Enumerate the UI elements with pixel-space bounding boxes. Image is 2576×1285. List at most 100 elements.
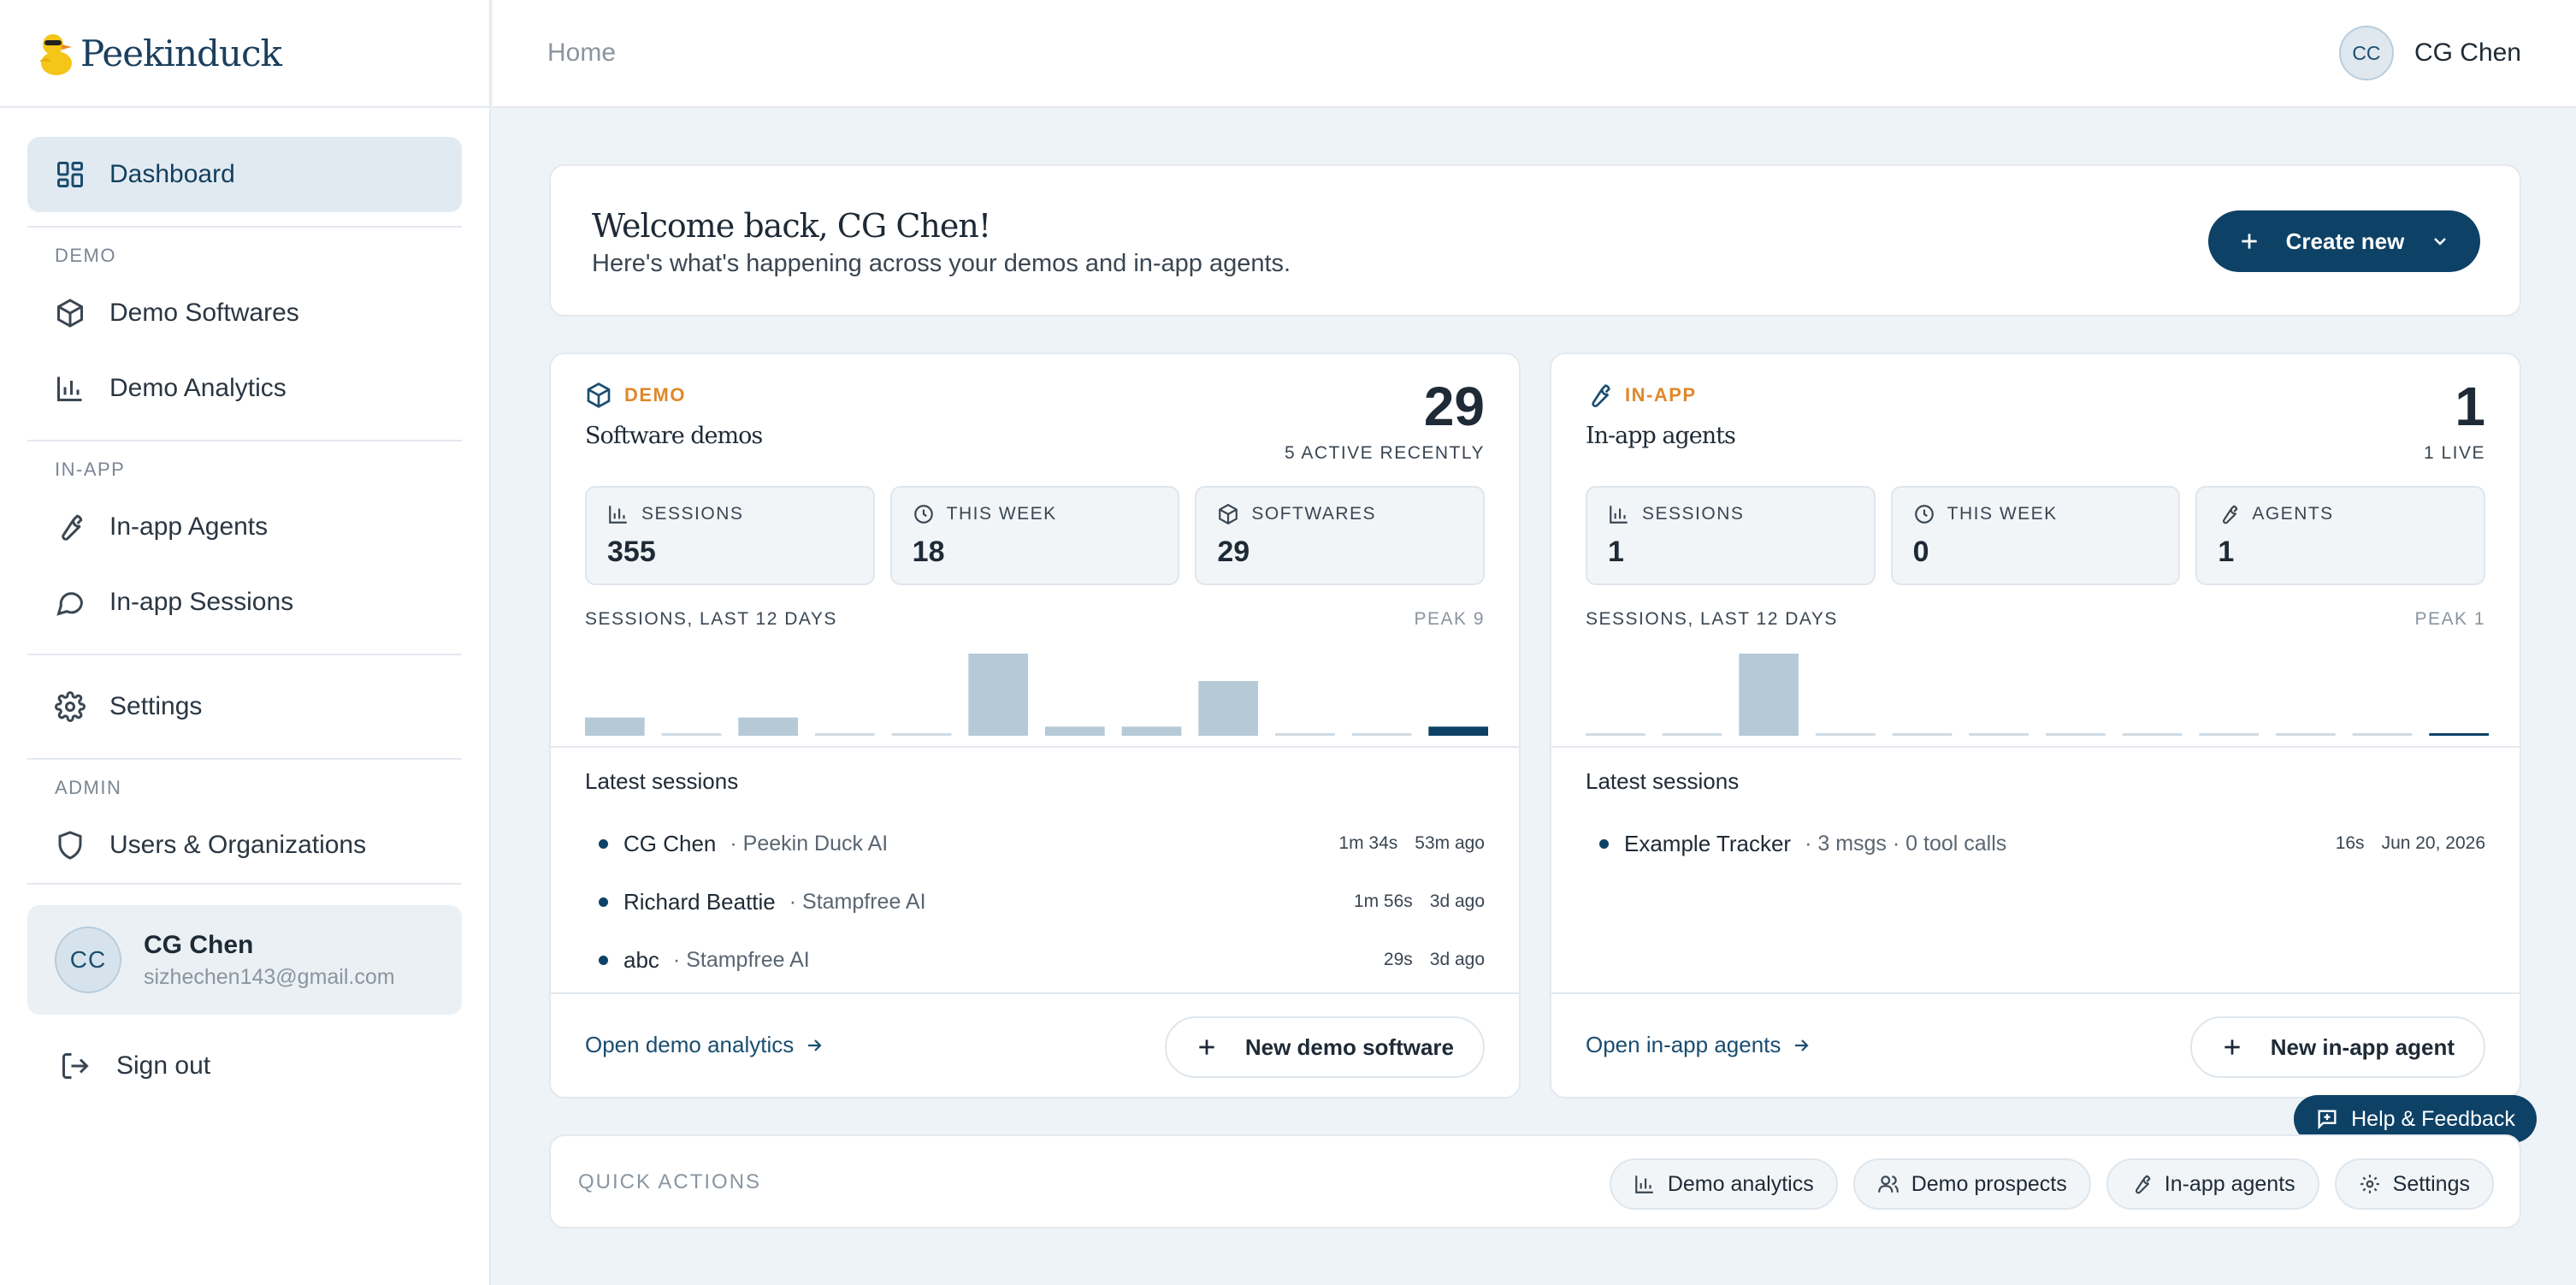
panel-count-subtitle: 5 ACTIVE RECENTLY	[1284, 443, 1485, 463]
demo-panel: DEMO Software demos 29 5 ACTIVE RECENTLY…	[549, 352, 1521, 1098]
open-demo-analytics-link[interactable]: Open demo analytics	[585, 1032, 824, 1058]
open-inapp-agents-link[interactable]: Open in-app agents	[1586, 1032, 1811, 1058]
plus-icon	[1199, 1039, 1214, 1055]
latest-sessions-title: Latest sessions	[1586, 768, 1740, 794]
feedback-icon	[2318, 1110, 2337, 1130]
sidebar-item-label: Settings	[109, 692, 203, 720]
sparkline-bar	[1428, 726, 1488, 736]
quick-action-inapp-agents[interactable]: In-app agents	[2106, 1158, 2319, 1210]
sidebar-item-label: Users & Organizations	[109, 831, 367, 859]
sparkline-bar	[2352, 733, 2413, 736]
section-label-demo: DEMO	[55, 245, 116, 266]
quick-action-label: Demo analytics	[1667, 1171, 1814, 1196]
wrench-icon	[2135, 1175, 2151, 1194]
sparkline-bar	[968, 654, 1028, 736]
sparkline-bar	[1121, 726, 1182, 736]
session-when: 53m ago	[1415, 833, 1485, 853]
sparkline-bar	[1045, 726, 1105, 736]
avatar: CC	[2338, 26, 2394, 80]
sparkline-bar	[1816, 733, 1876, 736]
sidebar-item-settings[interactable]: Settings	[27, 669, 462, 744]
bar-chart-icon	[609, 506, 627, 524]
link-label: Open demo analytics	[585, 1032, 795, 1057]
quick-action-demo-prospects[interactable]: Demo prospects	[1852, 1158, 2091, 1210]
quick-action-demo-analytics[interactable]: Demo analytics	[1609, 1158, 1838, 1210]
quick-action-label: In-app agents	[2164, 1171, 2295, 1196]
stat-label: AGENTS	[2252, 504, 2334, 524]
new-demo-software-button[interactable]: New demo software	[1164, 1016, 1485, 1078]
create-new-label: Create new	[2285, 228, 2405, 254]
sidebar-item-inapp-sessions[interactable]: In-app Sessions	[27, 565, 462, 640]
sidebar-item-users-organizations[interactable]: Users & Organizations	[27, 808, 462, 883]
sparkline-bar	[1275, 733, 1335, 736]
sign-out-label: Sign out	[116, 1051, 211, 1080]
sparkline-header: SESSIONS, LAST 12 DAYS PEAK 9	[585, 609, 1485, 630]
session-row[interactable]: Richard Beattie · Stampfree AI 1m 56s 3d…	[599, 873, 1485, 931]
session-dot	[599, 955, 608, 965]
sidebar-item-inapp-agents[interactable]: In-app Agents	[27, 489, 462, 565]
sidebar-item-demo-analytics[interactable]: Demo Analytics	[27, 351, 462, 426]
sparkline-bar	[2046, 733, 2106, 736]
stat-value: 18	[912, 536, 945, 568]
gear-icon	[55, 691, 86, 722]
create-new-button[interactable]: Create new	[2208, 210, 2480, 272]
breadcrumb[interactable]: Home	[547, 38, 617, 67]
section-label-inapp: IN-APP	[55, 459, 126, 480]
sparkline-peak: PEAK 9	[1414, 609, 1485, 629]
quick-actions-label: QUICK ACTIONS	[578, 1170, 762, 1193]
sidebar-item-label: Demo Softwares	[109, 299, 299, 327]
session-row[interactable]: CG Chen · Peekin Duck AI 1m 34s 53m ago	[599, 814, 1485, 873]
new-inapp-agent-button[interactable]: New in-app agent	[2189, 1016, 2485, 1078]
sparkline-bar	[1351, 733, 1412, 736]
session-row[interactable]: abc · Stampfree AI 29s 3d ago	[599, 931, 1485, 989]
wrench-icon	[1592, 384, 1610, 408]
stat-label: SOFTWARES	[1251, 504, 1377, 524]
session-when: Jun 20, 2026	[2381, 833, 2485, 853]
welcome-subtitle: Here's what's happening across your demo…	[592, 250, 1291, 277]
divider	[27, 883, 462, 885]
quick-action-settings[interactable]: Settings	[2334, 1158, 2494, 1210]
help-feedback-label: Help & Feedback	[2351, 1106, 2515, 1131]
sparkline-bar	[2429, 733, 2489, 736]
stat-value: 355	[607, 536, 656, 568]
sparkline-bar	[815, 733, 875, 736]
sign-out-button[interactable]: Sign out	[27, 1028, 462, 1104]
sidebar-item-label: In-app Sessions	[109, 588, 294, 616]
panel-tag-label: IN-APP	[1625, 384, 1697, 406]
bar-chart-icon	[57, 376, 82, 401]
sparkline-bar	[661, 733, 722, 736]
session-org: · 3 msgs · 0 tool calls	[1805, 831, 2007, 856]
quick-actions-card: QUICK ACTIONS Demo analytics Demo prospe…	[549, 1134, 2521, 1229]
divider	[27, 758, 462, 760]
panel-footer: Open demo analytics New demo software	[551, 992, 1519, 1097]
sparkline-chart	[1586, 654, 2489, 736]
sparkline-bar	[891, 733, 952, 736]
box-icon	[587, 382, 611, 408]
top-user-menu[interactable]: CC CG Chen	[2338, 26, 2521, 80]
sidebar-nav: Dashboard DEMO Demo Softwares Demo Analy…	[0, 108, 489, 1104]
welcome-title: Welcome back, CG Chen!	[592, 207, 991, 245]
sidebar-item-dashboard[interactable]: Dashboard	[27, 137, 462, 212]
sparkline-bar	[2276, 733, 2336, 736]
sidebar-item-demo-softwares[interactable]: Demo Softwares	[27, 275, 462, 351]
session-row[interactable]: Example Tracker · 3 msgs · 0 tool calls …	[1599, 814, 2485, 873]
divider	[27, 654, 462, 655]
logo[interactable]: Peekinduck	[0, 0, 491, 108]
sparkline-bar	[1892, 733, 1953, 736]
panel-tag-label: DEMO	[624, 384, 686, 406]
inapp-panel: IN-APP In-app agents 1 1 LIVE SESSIONS 1…	[1550, 352, 2521, 1098]
session-duration: 16s	[2335, 833, 2365, 853]
shield-icon	[58, 831, 82, 860]
chat-bubble-icon	[56, 592, 84, 616]
bar-chart-icon	[1610, 506, 1628, 524]
sparkline-bar	[1662, 733, 1722, 736]
sparkline-bar	[1739, 654, 1799, 736]
stat-tile-this-week: THIS WEEK 18	[889, 486, 1180, 585]
divider	[27, 226, 462, 228]
session-duration: 1m 56s	[1353, 891, 1413, 911]
stat-value: 1	[2218, 536, 2235, 568]
stat-tiles: SESSIONS 1 THIS WEEK 0 AGENTS 1	[1586, 486, 2486, 585]
user-card[interactable]: CC CG Chen sizhechen143@gmail.com	[27, 905, 462, 1015]
stat-value: 1	[1608, 536, 1624, 568]
sidebar-item-label: Dashboard	[109, 160, 235, 188]
